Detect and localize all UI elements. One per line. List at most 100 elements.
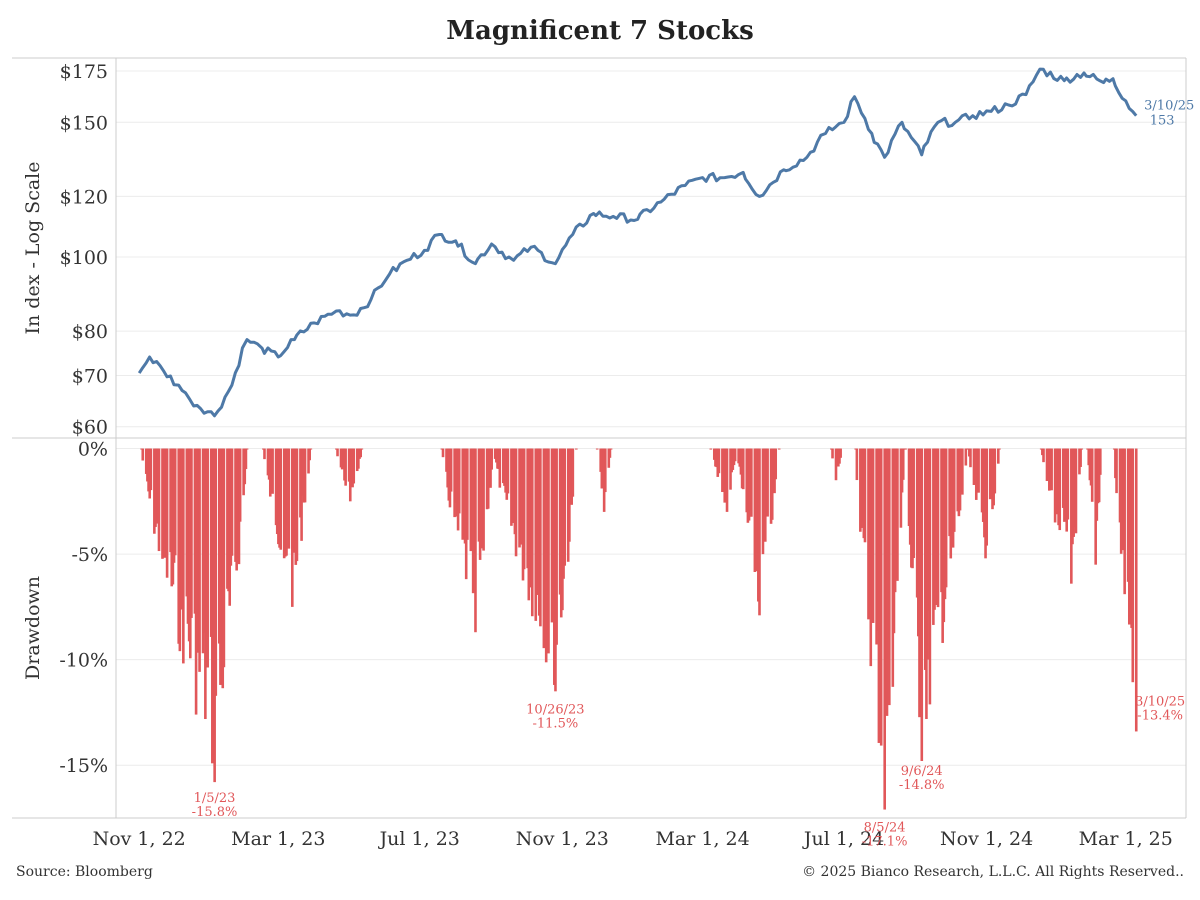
drawdown-bar: [733, 448, 737, 462]
top-ytick-label: $120: [60, 186, 108, 208]
drawdown-bar: [928, 448, 932, 705]
drawdown-bar: [359, 448, 363, 458]
drawdown-bar: [777, 448, 781, 450]
drawdown-bar: [952, 448, 956, 532]
chart-svg: $175 $150 $120 $100 $80 $70 $600% -5% -10% -15% In…: [12, 57, 1195, 850]
drawdown-annotation-date: 10/26/23: [526, 702, 584, 717]
drawdown-bar: [547, 448, 550, 654]
top-ytick-label: $60: [72, 417, 108, 439]
drawdown-bar: [758, 448, 761, 616]
drawdown-bar: [1090, 448, 1094, 502]
drawdown-bar: [920, 448, 924, 761]
drawdown-annotation-date: 9/6/24: [901, 764, 943, 779]
drawdown-bar: [344, 448, 347, 486]
drawdown-bar: [1134, 448, 1138, 732]
drawdown-bars: [140, 448, 1138, 810]
drawdown-bar: [466, 448, 469, 540]
drawdown-bar: [182, 448, 185, 664]
grid-layer: [116, 70, 1186, 766]
drawdown-bar: [766, 448, 769, 517]
drawdown-bar: [741, 448, 745, 490]
drawdown-bar: [522, 448, 526, 570]
drawdown-bar: [1115, 448, 1118, 494]
drawdown-bar: [575, 448, 578, 450]
drawdown-bar: [709, 448, 713, 450]
drawdown-bar: [904, 448, 907, 450]
drawdown-bar: [1042, 448, 1045, 463]
drawdown-bar: [969, 448, 972, 468]
drawdown-bar: [1131, 448, 1135, 683]
drawdown-bar: [309, 448, 313, 450]
drawdown-bar: [985, 448, 989, 546]
drawdown-bar: [482, 448, 485, 551]
line-end-value-label: 153: [1150, 114, 1175, 129]
drawdown-annotation-value: -11.5%: [533, 716, 579, 731]
drawdown-bar: [936, 448, 940, 608]
drawdown-annotation-value: -13.4%: [1137, 708, 1183, 723]
price-line: [137, 67, 1138, 418]
drawdown-bar: [879, 448, 883, 746]
bottom-ytick-label: 0%: [78, 439, 108, 461]
drawdown-bar: [563, 448, 567, 566]
drawdown-bar: [206, 448, 209, 668]
drawdown-bar: [287, 448, 291, 549]
drawdown-bar: [571, 448, 575, 497]
source-note: Source: Bloomberg: [16, 864, 153, 880]
drawdown-bar: [244, 448, 248, 470]
drawdown-bar: [230, 448, 234, 556]
price-line-layer: [137, 67, 1138, 418]
drawdown-bar: [595, 448, 599, 450]
line-end-date-label: 3/10/25: [1144, 99, 1194, 114]
drawdown-bar: [912, 448, 915, 559]
drawdown-bar: [608, 448, 612, 458]
bottom-ytick-label: -10%: [59, 650, 108, 672]
bottom-yaxis-title: Drawdown: [22, 576, 44, 680]
drawdown-bar: [774, 448, 778, 480]
drawdown-bar: [964, 448, 968, 466]
drawdown-bar: [222, 448, 226, 668]
xtick-label: Jul 1, 23: [378, 828, 460, 850]
drawdown-bar: [1050, 448, 1053, 491]
xtick-label: Mar 1, 24: [655, 828, 749, 850]
drawdown-bar: [555, 448, 558, 645]
drawdown-bar: [717, 448, 721, 474]
drawdown-bar: [1066, 448, 1070, 520]
drawdown-bar: [490, 448, 494, 470]
drawdown-bar: [238, 448, 242, 522]
drawdown-bar: [279, 448, 283, 550]
drawdown-bar: [506, 448, 510, 494]
drawdown-bar: [198, 448, 201, 672]
drawdown-bar: [750, 448, 753, 517]
drawdown-bar: [863, 448, 867, 543]
top-ytick-label: $70: [72, 366, 108, 388]
drawdown-bar: [514, 448, 518, 557]
top-ytick-label: $100: [60, 247, 108, 269]
copyright-note: © 2025 Bianco Research, L.L.C. All Right…: [802, 864, 1184, 880]
drawdown-bar: [1123, 448, 1126, 595]
drawdown-annotation-date: 1/5/23: [194, 791, 236, 806]
drawdown-bar: [998, 448, 1001, 450]
drawdown-annotation-value: -15.8%: [192, 805, 238, 820]
drawdown-bar: [457, 448, 461, 514]
drawdown-bar: [944, 448, 948, 588]
top-ytick-label: $80: [72, 321, 108, 343]
top-ytick-label: $175: [60, 61, 108, 83]
drawdown-bar: [360, 448, 364, 450]
drawdown-bar: [609, 448, 613, 450]
drawdown-bar: [871, 448, 875, 623]
drawdown-bar: [165, 448, 169, 578]
drawdown-bar: [173, 448, 177, 556]
annotations: 3/10/251531/5/23-15.8%10/26/23-11.5%8/5/…: [192, 99, 1195, 850]
drawdown-bar: [725, 448, 729, 512]
drawdown-bar: [190, 448, 193, 618]
drawdown-bar: [839, 448, 842, 458]
drawdown-annotation-value: -14.8%: [899, 778, 945, 793]
drawdown-bar: [336, 448, 339, 457]
drawdown-bar: [295, 448, 299, 562]
drawdown-bar: [245, 448, 249, 450]
axis-labels: $175 $150 $120 $100 $80 $70 $600% -5% -10% -15% In…: [22, 61, 1173, 850]
xtick-label: Mar 1, 23: [231, 828, 325, 850]
drawdown-bar: [441, 448, 445, 458]
drawdown-bar: [449, 448, 453, 492]
drawdown-bar: [1099, 448, 1102, 475]
